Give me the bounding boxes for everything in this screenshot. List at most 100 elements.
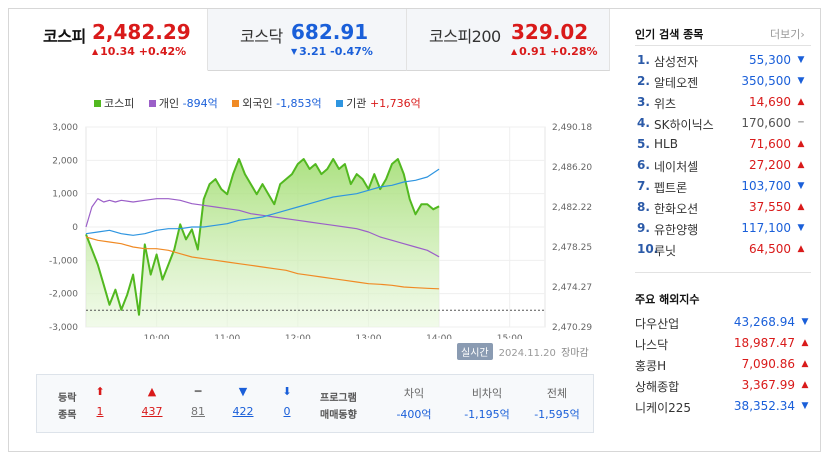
breadth-down[interactable]: ▼ 422	[223, 385, 263, 418]
program-col-value: -400억	[396, 408, 432, 421]
index-value: 682.91	[291, 20, 369, 44]
side-panel: 인기 검색 종목 더보기› 1. 삼성전자 55,300 ▼ 2. 알테오젠 350,500…	[622, 9, 822, 451]
flat-dash-icon: ─	[798, 118, 804, 128]
rank-number: 5.	[637, 137, 650, 151]
popular-item[interactable]: 5. HLB 71,600 ▲	[637, 137, 807, 158]
down-triangle-icon: ▼	[801, 317, 809, 327]
popular-title: 인기 검색 종목	[635, 28, 704, 41]
x-tick-label: 13:00	[355, 334, 381, 339]
stock-name: 네이처셀	[654, 160, 699, 174]
program-col-value: -1,195억	[464, 408, 510, 421]
program-col-header: 차익	[403, 387, 425, 400]
live-badge: 실시간	[457, 343, 493, 360]
index-change: 3.21 -0.47%	[291, 45, 373, 58]
legend-label: 개인	[158, 97, 180, 110]
popular-item[interactable]: 8. 한화오션 37,550 ▲	[637, 200, 807, 221]
up-triangle-icon: ▲	[147, 385, 157, 398]
legend-label: 기관	[346, 97, 367, 110]
market-widget: 코스피 2,482.29 10.34 +0.42% 코스닥 682.91 3.2…	[8, 8, 821, 452]
rank-number: 7.	[637, 179, 650, 193]
legend-value: +1,736억	[369, 97, 421, 110]
breadth-up[interactable]: ▲ 437	[132, 385, 172, 418]
index-name: 상해종합	[635, 380, 680, 394]
index-value: 329.02	[511, 20, 589, 44]
breadth-limit-up[interactable]: ⬆ 1	[80, 385, 120, 418]
stock-name: SK하이닉스	[654, 118, 714, 132]
down-triangle-icon: ▼	[801, 401, 809, 411]
stock-price: 350,500	[741, 74, 791, 88]
stock-price: 103,700	[741, 179, 791, 193]
limit-down-icon: ⬇	[282, 385, 292, 398]
index-name: 홍콩H	[635, 359, 667, 373]
more-label: 더보기	[770, 28, 801, 41]
popular-item[interactable]: 3. 위츠 14,690 ▲	[637, 95, 807, 116]
popular-item[interactable]: 6. 네이처셀 27,200 ▲	[637, 158, 807, 179]
stock-name: HLB	[654, 137, 678, 151]
up-triangle-icon: ▲	[797, 97, 805, 107]
breadth-label: 등락	[58, 393, 77, 404]
up-triangle-icon: ▲	[797, 202, 805, 212]
breadth-count: 422	[232, 405, 254, 418]
kospi-area	[86, 159, 440, 327]
legend-swatch	[336, 100, 344, 107]
foreign-line	[85, 236, 440, 290]
stock-price: 55,300	[749, 53, 791, 67]
rank-number: 3.	[637, 95, 650, 109]
left-tick-label: 1,000	[52, 190, 78, 200]
more-link[interactable]: 더보기›	[770, 26, 805, 42]
tab-kospi200[interactable]: 코스피200 329.02 0.91 +0.28%	[407, 9, 610, 71]
x-tick-label: 11:00	[214, 334, 240, 339]
index-price: 3,367.99	[741, 378, 795, 392]
market-status: 장마감	[561, 348, 589, 359]
tab-kospi[interactable]: 코스피 2,482.29 10.34 +0.42%	[9, 9, 208, 71]
index-price: 43,268.94	[733, 315, 795, 329]
right-tick-label: 2,490.18	[552, 123, 592, 133]
program-col-value: -1,595억	[534, 408, 580, 421]
breadth-label: 종목	[58, 410, 77, 421]
global-index-item[interactable]: 니케이225 38,352.34 ▼	[635, 399, 811, 420]
global-index-item[interactable]: 나스닥 18,987.47 ▲	[635, 336, 811, 357]
rank-number: 8.	[637, 200, 650, 214]
breadth-flat[interactable]: ━ 81	[178, 385, 218, 418]
index-price: 18,987.47	[733, 336, 795, 350]
popular-item[interactable]: 4. SK하이닉스 170,600 ─	[637, 116, 807, 137]
breadth-limit-down[interactable]: ⬇ 0	[267, 385, 307, 418]
legend-label: 외국인	[242, 97, 273, 110]
left-tick-label: -2,000	[49, 290, 78, 300]
global-index-item[interactable]: 홍콩H 7,090.86 ▲	[635, 357, 811, 378]
left-tick-label: 0	[72, 223, 78, 233]
up-triangle-icon: ▲	[797, 244, 805, 254]
legend-individual: 개인 -894억	[148, 97, 218, 110]
breadth-count: 437	[141, 405, 163, 418]
popular-item[interactable]: 9. 유한양행 117,100 ▼	[637, 221, 807, 242]
stock-name: 유한양행	[654, 223, 699, 237]
kospi-line	[85, 158, 440, 316]
rank-number: 1.	[637, 53, 650, 67]
stock-price: 64,500	[749, 242, 791, 256]
individual-line	[85, 198, 440, 258]
rank-number: 4.	[637, 116, 650, 130]
index-change: 10.34 +0.42%	[92, 45, 186, 58]
breadth-count: 81	[191, 405, 205, 418]
legend-foreign: 외국인 -1,853억	[232, 97, 322, 110]
popular-item[interactable]: 1. 삼성전자 55,300 ▼	[637, 53, 807, 74]
global-index-item[interactable]: 다우산업 43,268.94 ▼	[635, 315, 811, 336]
intraday-chart: 3,000 2,000 1,000 0 -1,000 -2,000 -3,000 2,490.…	[49, 123, 592, 339]
x-tick-label: 14:00	[426, 334, 452, 339]
popular-item[interactable]: 7. 펩트론 103,700 ▼	[637, 179, 807, 200]
tab-kosdaq[interactable]: 코스닥 682.91 3.21 -0.47%	[208, 9, 407, 71]
stock-price: 170,600	[741, 116, 791, 130]
date-text: 2024.11.20	[498, 348, 556, 359]
popular-item[interactable]: 10. 루닛 64,500 ▲	[637, 242, 807, 263]
global-index-item[interactable]: 상해종합 3,367.99 ▲	[635, 378, 811, 399]
stock-name: 한화오션	[654, 202, 699, 216]
left-tick-label: -3,000	[49, 323, 78, 333]
legend-swatch	[94, 100, 101, 107]
legend-label: 코스피	[104, 97, 135, 110]
up-triangle-icon: ▲	[797, 160, 805, 170]
right-tick-label: 2,478.25	[552, 243, 592, 253]
up-triangle-icon: ▲	[797, 139, 805, 149]
limit-up-icon: ⬆	[95, 385, 105, 398]
chevron-right-icon: ›	[800, 28, 805, 41]
popular-item[interactable]: 2. 알테오젠 350,500 ▼	[637, 74, 807, 95]
